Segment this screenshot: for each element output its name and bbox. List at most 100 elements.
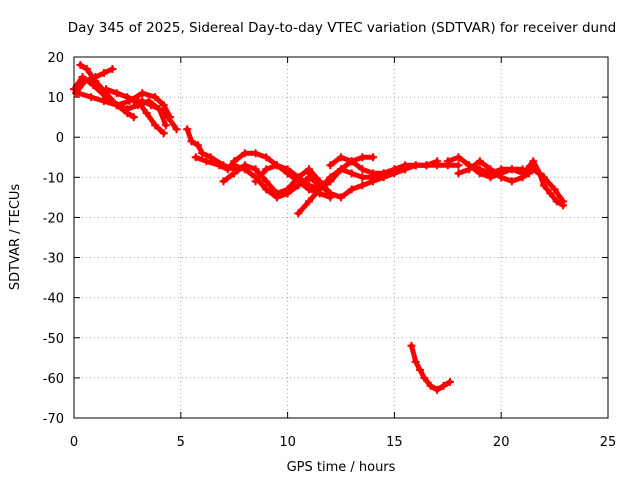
data-point xyxy=(251,177,260,186)
data-point xyxy=(129,97,138,106)
data-point xyxy=(358,165,367,174)
x-tick-label: 20 xyxy=(493,435,510,450)
data-point xyxy=(102,85,111,94)
data-point xyxy=(337,165,345,174)
data-point xyxy=(283,165,292,174)
y-tick-label: 20 xyxy=(47,51,64,66)
series-track-n xyxy=(326,153,442,178)
data-point xyxy=(142,109,151,118)
data-point xyxy=(272,161,281,170)
axis-ticks: 0 5 10 15 20 25 20 10 0 -10 -20 -30 -40 -50 -60 -70 xyxy=(43,51,617,450)
data-point xyxy=(155,105,164,114)
chart-title: Day 345 of 2025, Sidereal Day-to-day VTE… xyxy=(68,20,616,36)
data-point xyxy=(439,381,448,390)
data-point xyxy=(433,385,442,394)
data-point xyxy=(304,197,313,206)
data-point xyxy=(80,77,89,86)
series-track-l xyxy=(294,161,463,218)
x-tick-label: 25 xyxy=(600,435,617,450)
data-point xyxy=(129,113,138,122)
data-point xyxy=(159,129,168,138)
data-series xyxy=(70,61,568,394)
data-point xyxy=(369,153,378,162)
data-point xyxy=(146,101,155,110)
data-point xyxy=(191,153,200,162)
data-point xyxy=(294,173,303,182)
data-point xyxy=(433,157,442,166)
data-point xyxy=(559,201,568,210)
data-point xyxy=(326,189,335,198)
data-point xyxy=(112,101,121,110)
data-point xyxy=(163,113,172,122)
data-point xyxy=(411,161,420,170)
data-point xyxy=(159,101,168,110)
data-point xyxy=(87,93,96,102)
data-point xyxy=(337,153,345,162)
data-point xyxy=(251,149,260,158)
y-tick-label: -10 xyxy=(43,171,64,186)
x-tick-label: 15 xyxy=(386,435,403,450)
data-point xyxy=(507,165,516,174)
x-tick-label: 5 xyxy=(177,435,185,450)
data-point xyxy=(262,153,271,162)
data-point xyxy=(99,97,108,106)
data-point xyxy=(507,177,516,186)
data-point xyxy=(454,161,463,170)
x-axis-label: GPS time / hours xyxy=(287,460,396,475)
data-point xyxy=(112,89,121,98)
data-point xyxy=(347,169,356,178)
data-point xyxy=(416,365,425,374)
y-axis-label: SDTVAR / TECUs xyxy=(8,184,23,291)
data-point xyxy=(172,125,181,134)
y-tick-label: -30 xyxy=(43,252,64,267)
data-point xyxy=(546,189,555,198)
y-tick-label: -40 xyxy=(43,292,64,307)
data-point xyxy=(138,97,147,106)
data-point xyxy=(138,89,147,98)
data-point xyxy=(454,153,463,162)
data-point xyxy=(193,141,202,150)
series-track-s xyxy=(407,341,454,394)
data-point xyxy=(369,177,378,186)
x-tick-label: 0 xyxy=(70,435,78,450)
data-point xyxy=(108,65,117,74)
plot-frame xyxy=(73,56,609,419)
y-tick-label: -60 xyxy=(43,372,64,387)
data-point xyxy=(315,177,324,186)
data-point xyxy=(552,197,561,206)
data-point xyxy=(497,173,506,182)
data-point xyxy=(304,181,313,190)
y-tick-label: 10 xyxy=(47,91,64,106)
data-point xyxy=(230,169,239,178)
data-point xyxy=(183,125,192,134)
data-point xyxy=(262,165,271,174)
data-point xyxy=(443,157,452,166)
data-point xyxy=(76,61,85,70)
data-point xyxy=(294,181,303,190)
data-point xyxy=(91,73,100,82)
data-point xyxy=(123,93,132,102)
data-point xyxy=(465,161,474,170)
y-tick-label: -70 xyxy=(43,412,64,427)
data-point xyxy=(262,185,271,194)
data-point xyxy=(550,185,559,194)
data-point xyxy=(326,173,335,182)
data-point xyxy=(497,165,506,174)
data-point xyxy=(358,153,367,162)
series-line xyxy=(306,166,408,200)
data-point xyxy=(390,165,399,174)
data-point xyxy=(206,153,215,162)
data-point xyxy=(187,137,196,146)
data-point xyxy=(475,165,484,174)
data-point xyxy=(262,177,271,186)
data-point xyxy=(240,165,249,174)
data-point xyxy=(272,193,281,202)
data-point xyxy=(347,185,356,194)
data-point xyxy=(82,65,91,74)
data-point xyxy=(294,209,303,218)
x-tick-label: 10 xyxy=(279,435,296,450)
data-point xyxy=(426,381,435,390)
data-point xyxy=(347,157,356,166)
data-point xyxy=(529,157,538,166)
